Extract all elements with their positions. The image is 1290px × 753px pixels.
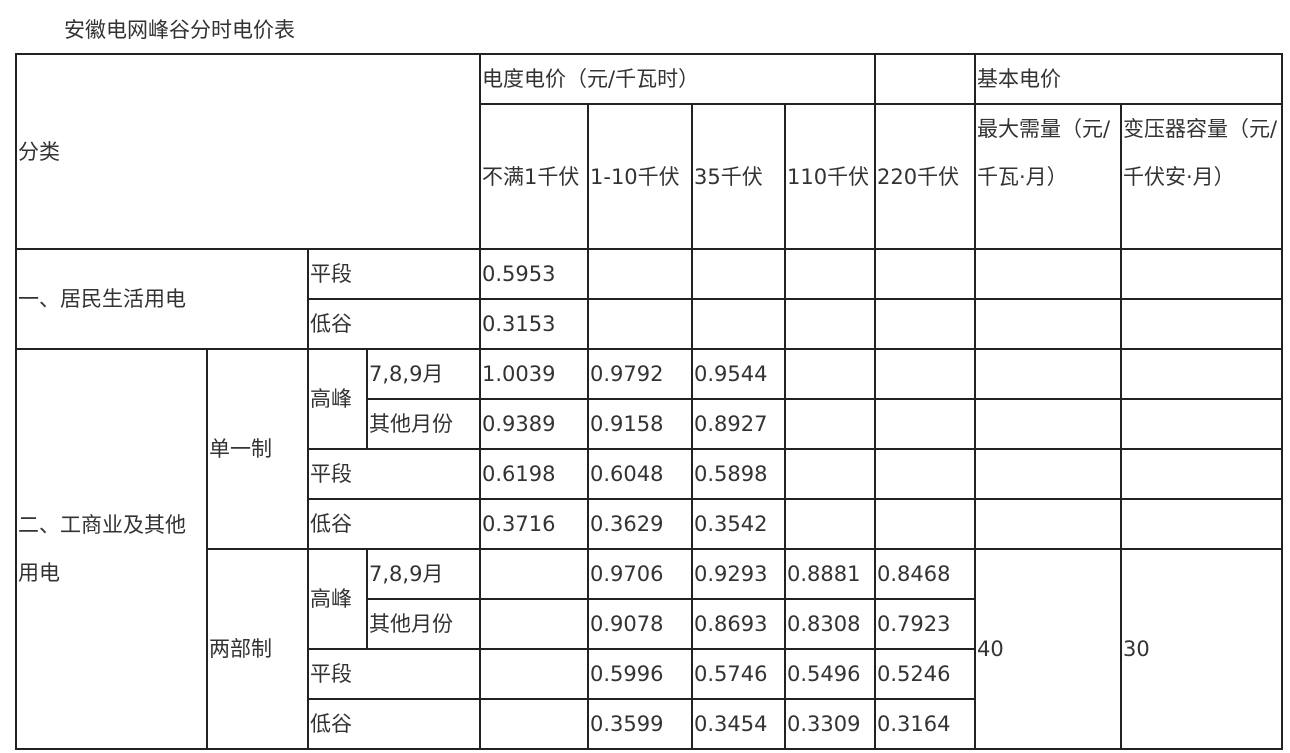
commercial-label: 二、工商业及其他用电: [15, 348, 208, 750]
header-transformer-capacity: 变压器容量（元/千伏安·月）: [1120, 103, 1283, 250]
price-cell: 0.7923: [874, 598, 976, 650]
price-cell: 0.3542: [691, 498, 786, 550]
price-cell: 0.8308: [784, 598, 876, 650]
price-cell: 0.3629: [587, 498, 693, 550]
header-max-demand: 最大需量（元/千瓦·月）: [974, 103, 1122, 250]
price-cell: 0.9544: [691, 348, 786, 400]
price-table: 分类 电度电价（元/千瓦时） 基本电价 不满1千伏 1-10千伏 35千伏 11…: [15, 53, 1283, 750]
price-cell: 0.5898: [691, 448, 786, 500]
header-voltage: 220千伏: [874, 103, 976, 250]
price-cell: 0.3164: [874, 698, 976, 750]
period-label: 7,8,9月: [366, 548, 481, 600]
header-basic-price: 基本电价: [974, 53, 1283, 105]
price-cell: 0.3599: [587, 698, 693, 750]
price-cell: 0.9293: [691, 548, 786, 600]
period-label: 其他月份: [366, 398, 481, 450]
price-cell: 0.8468: [874, 548, 976, 600]
period-label: 低谷: [307, 298, 481, 350]
price-cell: 0.9158: [587, 398, 693, 450]
period-label: 平段: [307, 248, 481, 300]
peak-label: 高峰: [307, 548, 368, 650]
price-cell: [479, 698, 589, 750]
price-cell: 0.5953: [479, 248, 589, 300]
price-cell: [479, 648, 589, 700]
price-cell: 0.6048: [587, 448, 693, 500]
price-cell: 0.8881: [784, 548, 876, 600]
price-cell: 0.5996: [587, 648, 693, 700]
transformer-capacity-price: 30: [1120, 548, 1283, 750]
price-cell: 0.3309: [784, 698, 876, 750]
price-cell: 0.8693: [691, 598, 786, 650]
price-cell: 0.3716: [479, 498, 589, 550]
price-cell: 0.9792: [587, 348, 693, 400]
header-category: 分类: [15, 53, 481, 250]
header-voltage: 1-10千伏: [587, 103, 693, 250]
price-cell: 0.9078: [587, 598, 693, 650]
period-label: 低谷: [307, 498, 481, 550]
price-cell: [479, 548, 589, 600]
period-label: 其他月份: [366, 598, 481, 650]
header-energy-price: 电度电价（元/千瓦时）: [479, 53, 876, 105]
period-label: 低谷: [307, 698, 481, 750]
period-label: 7,8,9月: [366, 348, 481, 400]
max-demand-price: 40: [974, 548, 1122, 750]
header-voltage: 110千伏: [784, 103, 876, 250]
period-label: 平段: [307, 448, 481, 500]
two-part-tariff-label: 两部制: [206, 548, 309, 750]
price-cell: 0.5496: [784, 648, 876, 700]
price-cell: 0.8927: [691, 398, 786, 450]
header-voltage: 不满1千伏: [479, 103, 589, 250]
price-cell: 0.3454: [691, 698, 786, 750]
single-tariff-label: 单一制: [206, 348, 309, 550]
price-cell: 0.5246: [874, 648, 976, 700]
header-voltage: 35千伏: [691, 103, 786, 250]
residential-label: 一、居民生活用电: [15, 248, 309, 350]
price-cell: 0.9389: [479, 398, 589, 450]
header-empty: [874, 53, 976, 105]
price-cell: 0.6198: [479, 448, 589, 500]
price-cell: 1.0039: [479, 348, 589, 400]
page-title: 安徽电网峰谷分时电价表: [64, 18, 295, 42]
price-cell: [479, 598, 589, 650]
price-cell: 0.3153: [479, 298, 589, 350]
price-cell: 0.5746: [691, 648, 786, 700]
peak-label: 高峰: [307, 348, 368, 450]
period-label: 平段: [307, 648, 481, 700]
price-cell: 0.9706: [587, 548, 693, 600]
